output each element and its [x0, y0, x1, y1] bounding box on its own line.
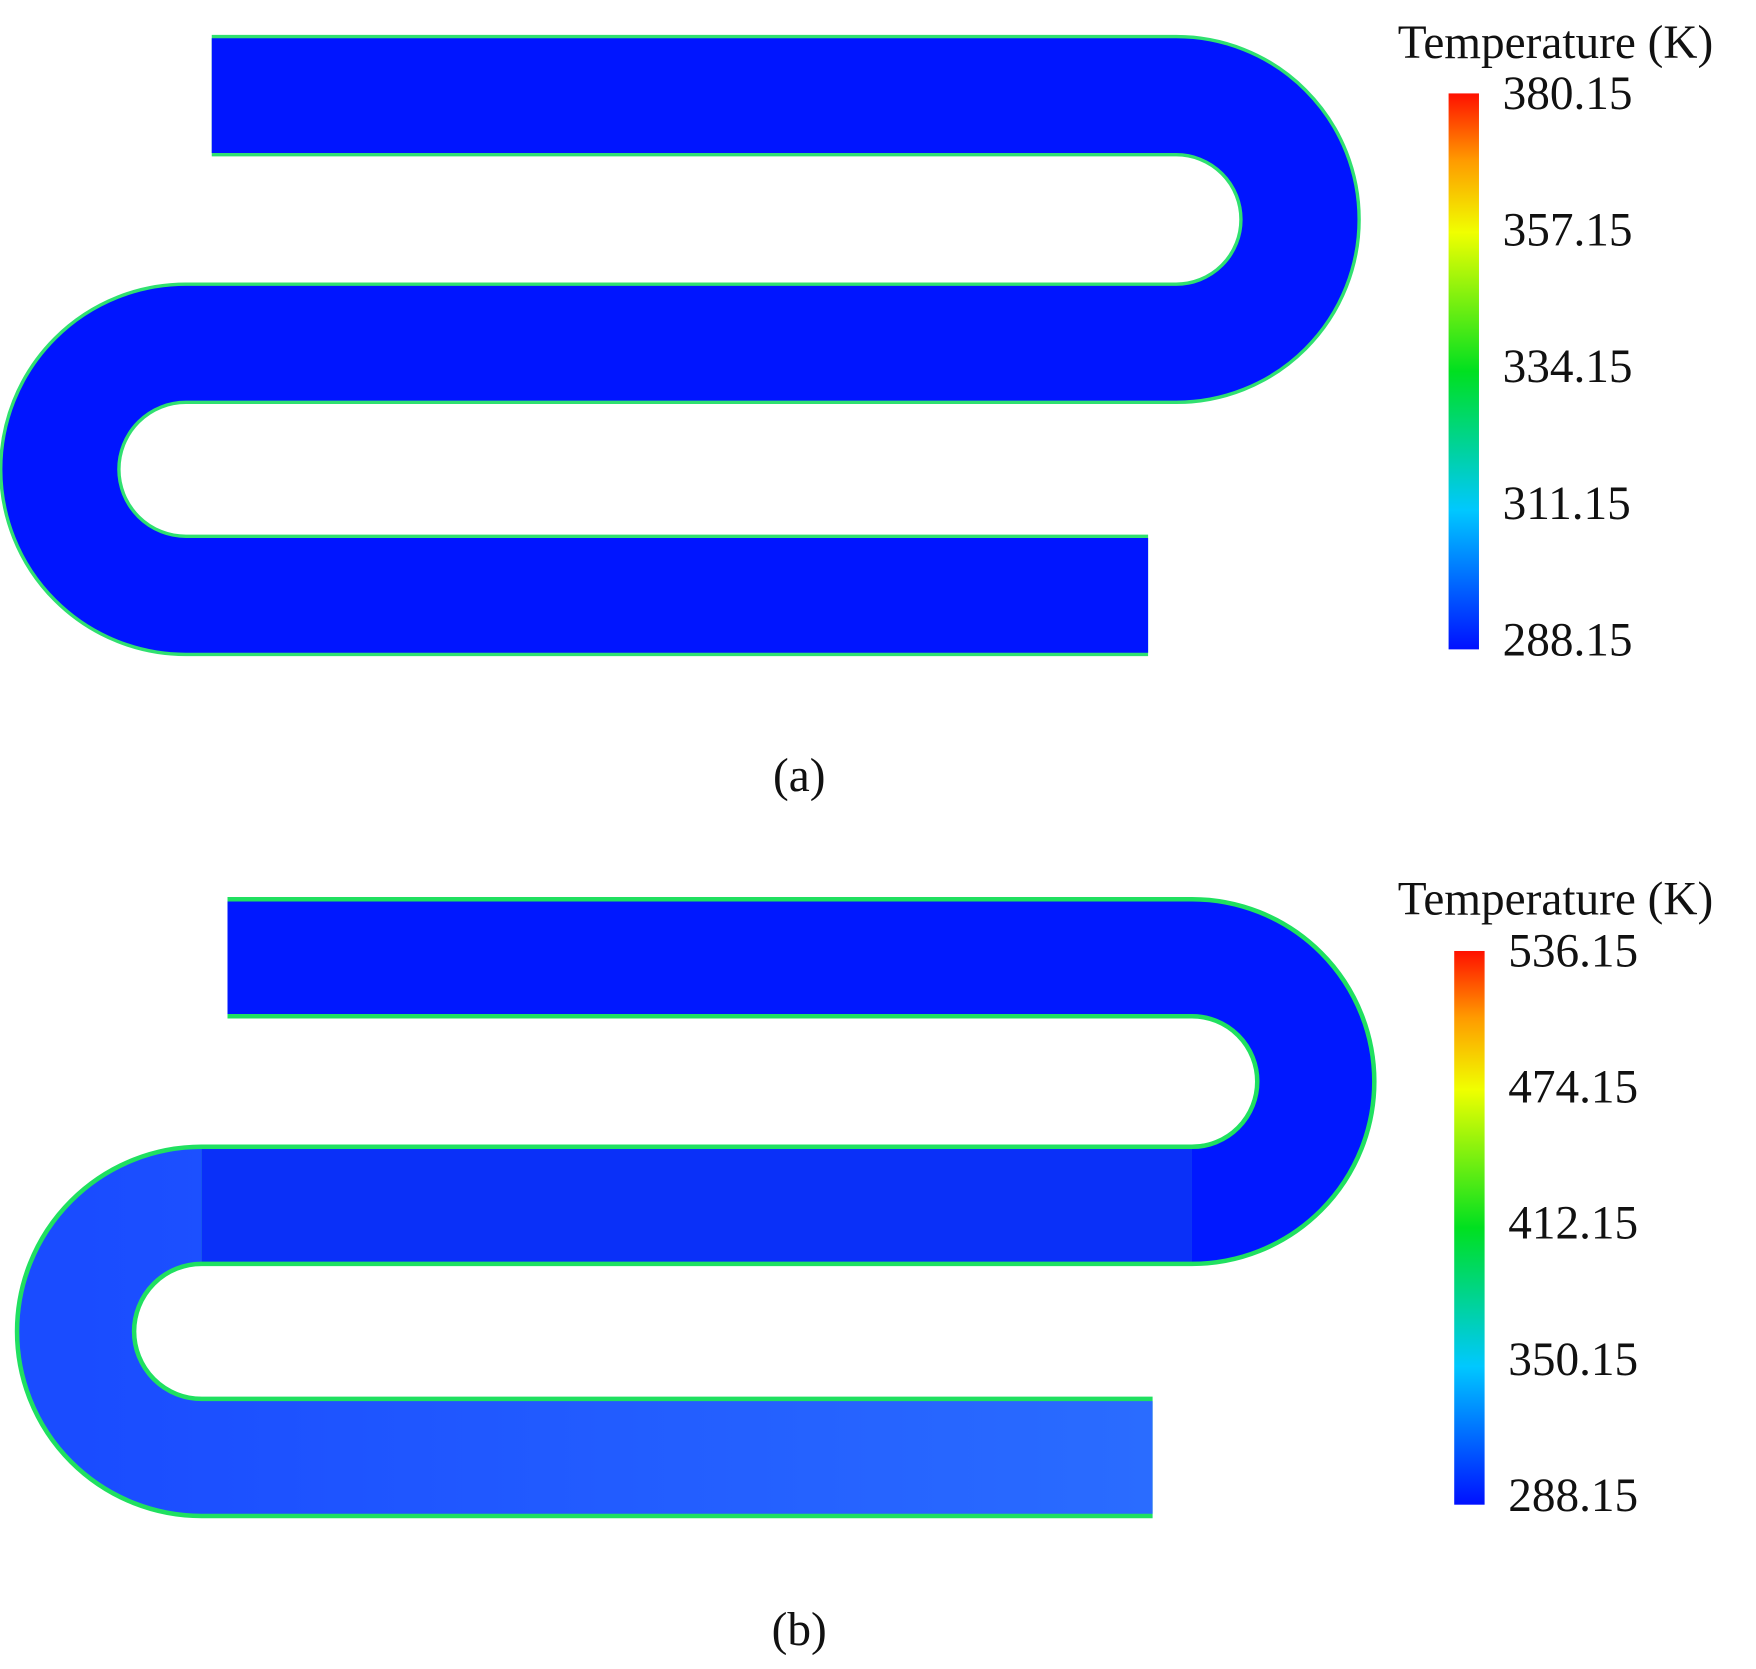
panel-label: (a): [773, 750, 825, 802]
colorbar-tick-label: 536.15: [1508, 925, 1638, 977]
colorbar-tick-label: 357.15: [1503, 204, 1633, 256]
colorbar-tick-label: 412.15: [1508, 1198, 1638, 1250]
channel-fluid: [19, 1149, 1153, 1514]
colorbar: [1448, 93, 1479, 650]
colorbar-tick-label: 474.15: [1508, 1062, 1638, 1114]
colorbar: [1454, 950, 1485, 1505]
colorbar-tick-label: 380.15: [1503, 68, 1633, 120]
colorbar-tick-label: 288.15: [1508, 1470, 1638, 1522]
channel-b: [14, 896, 1377, 1519]
panel-label: (b): [772, 1604, 827, 1656]
colorbar-tick-label: 311.15: [1503, 478, 1631, 530]
colorbar-tick-label: 350.15: [1508, 1334, 1638, 1386]
colorbar-title: Temperature (K): [1398, 17, 1713, 69]
channel-a: [0, 34, 1361, 657]
channel-fluid: [227, 901, 1373, 1262]
colorbar-title: Temperature (K): [1398, 874, 1713, 926]
channel-fluid: [2, 38, 1358, 653]
colorbar-tick-label: 288.15: [1503, 615, 1633, 667]
colorbar-tick-label: 334.15: [1503, 341, 1633, 393]
